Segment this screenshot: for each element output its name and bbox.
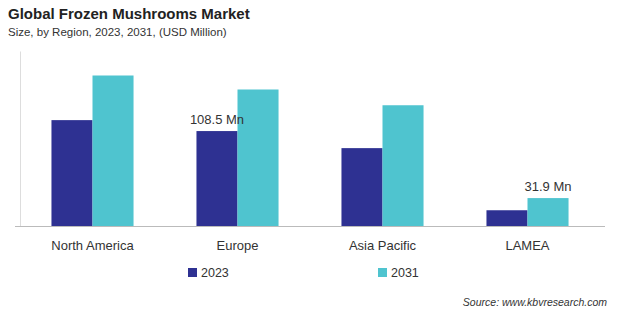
title: Global Frozen Mushrooms Market xyxy=(8,5,250,22)
x-tick: North America xyxy=(51,226,134,253)
bars xyxy=(51,76,568,227)
legend-swatch xyxy=(378,268,387,277)
x-tick-label: Asia Pacific xyxy=(349,238,417,253)
x-tick-label: LAMEA xyxy=(505,238,549,253)
legend-swatch xyxy=(188,268,197,277)
source: Source: www.kbvresearch.com xyxy=(463,296,607,308)
x-tick: Europe xyxy=(217,226,259,253)
bar xyxy=(383,105,424,226)
x-axis: North America Europe Asia Pacific LAMEA xyxy=(15,226,605,253)
y-axis-line xyxy=(20,52,21,227)
bar xyxy=(341,148,382,226)
x-tick-label: Europe xyxy=(217,238,259,253)
bar xyxy=(51,120,92,226)
bar xyxy=(93,76,134,227)
subtitle: Size, by Region, 2023, 2031, (USD Millio… xyxy=(8,26,227,38)
chart: Global Frozen Mushrooms Market Size, by R… xyxy=(0,0,619,322)
bar xyxy=(528,198,569,226)
bar xyxy=(196,131,237,226)
x-tick-label: North America xyxy=(51,238,134,253)
bar xyxy=(238,90,279,227)
x-tick: LAMEA xyxy=(505,226,549,253)
data-label: 31.9 Mn xyxy=(525,179,572,194)
x-axis-line xyxy=(15,226,605,227)
bar xyxy=(486,210,527,226)
data-label: 108.5 Mn xyxy=(190,112,244,127)
x-tick: Asia Pacific xyxy=(349,226,417,253)
legend-label: 2023 xyxy=(201,266,229,280)
legend: 2023 2031 xyxy=(188,266,419,280)
y-axis xyxy=(20,52,21,227)
legend-label: 2031 xyxy=(391,266,419,280)
